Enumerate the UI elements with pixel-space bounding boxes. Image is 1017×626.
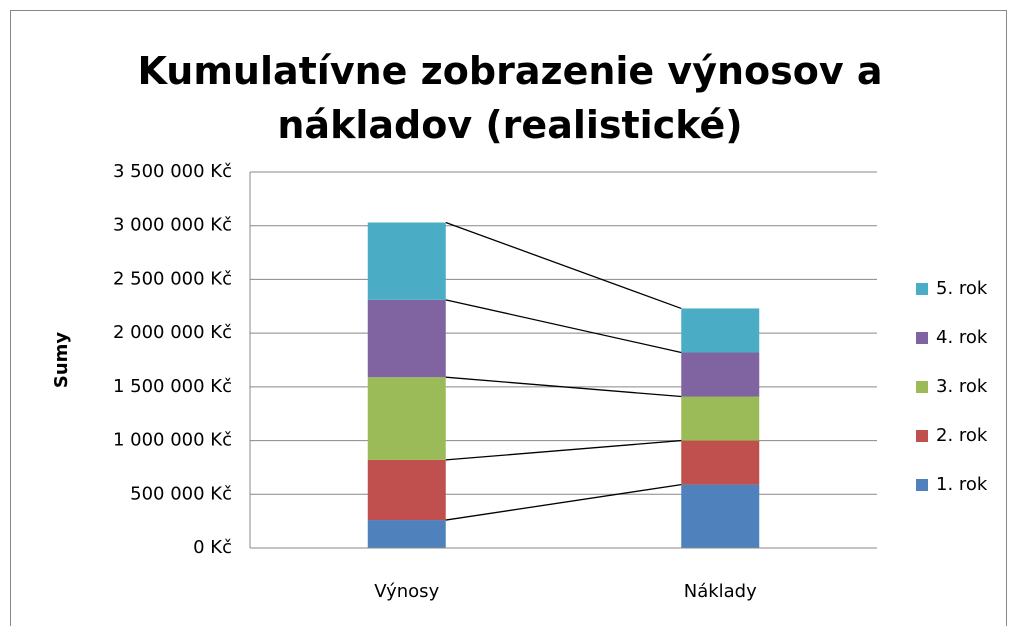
bar-segment xyxy=(681,396,760,441)
series-line xyxy=(445,439,682,461)
y-tick-label: 2 000 000 Kč xyxy=(113,322,232,343)
series-line xyxy=(445,221,682,310)
legend-swatch xyxy=(916,479,928,491)
y-axis-label: Sumy xyxy=(51,332,72,389)
bar-segment xyxy=(367,377,446,460)
series-line xyxy=(445,483,682,521)
legend-label: 4. rok xyxy=(936,327,988,348)
legend-swatch xyxy=(916,283,928,295)
legend-label: 1. rok xyxy=(936,474,988,495)
bar-segment xyxy=(367,222,446,300)
chart-frame xyxy=(10,10,1007,626)
legend-label: 5. rok xyxy=(936,278,988,299)
bar-segment xyxy=(367,520,446,548)
bar-segment xyxy=(367,459,446,521)
legend-label: 3. rok xyxy=(936,376,988,397)
x-tick-label: Výnosy xyxy=(374,581,439,602)
bar-segment xyxy=(681,308,760,353)
bar-segment xyxy=(681,484,760,548)
series-line xyxy=(445,299,682,354)
y-tick-label: 3 000 000 Kč xyxy=(113,215,232,236)
y-tick-label: 1 500 000 Kč xyxy=(113,376,232,397)
legend-swatch xyxy=(916,430,928,442)
y-tick-label: 1 000 000 Kč xyxy=(113,430,232,451)
bar-segment xyxy=(681,352,760,397)
y-tick-label: 3 500 000 Kč xyxy=(113,161,232,182)
x-tick-label: Náklady xyxy=(684,581,757,602)
bar-segment xyxy=(367,299,446,378)
series-line xyxy=(445,376,682,398)
y-tick-label: 2 500 000 Kč xyxy=(113,268,232,289)
y-tick-label: 500 000 Kč xyxy=(130,483,232,504)
legend-swatch xyxy=(916,332,928,344)
y-tick-label: 0 Kč xyxy=(193,537,232,558)
bar-segment xyxy=(681,440,760,485)
legend-swatch xyxy=(916,381,928,393)
legend-label: 2. rok xyxy=(936,425,988,446)
chart-title: Kumulatívne zobrazenie výnosov a náklado… xyxy=(137,49,883,147)
